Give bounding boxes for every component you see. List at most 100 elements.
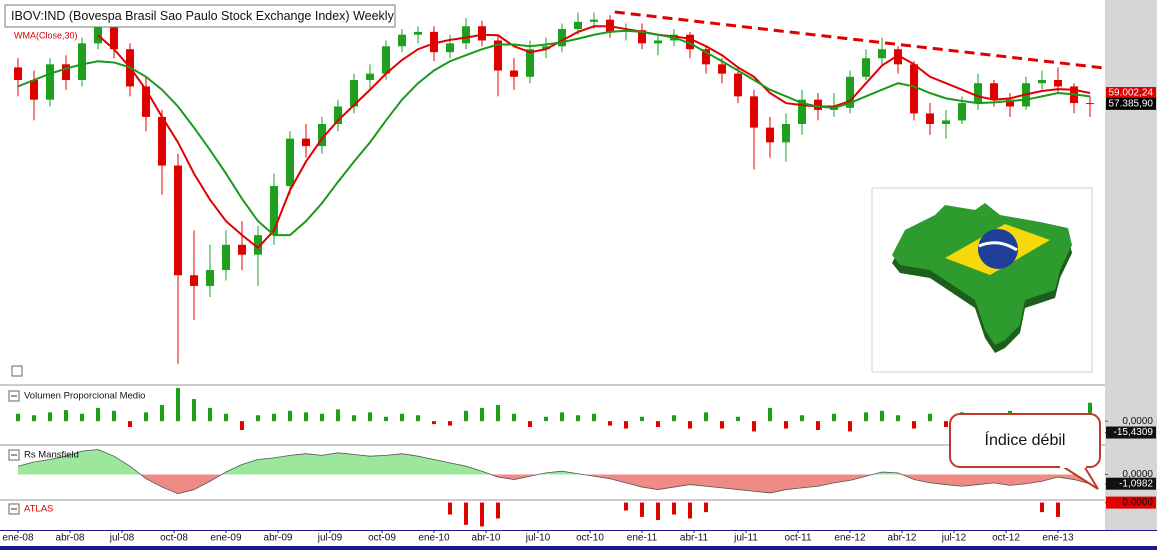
indicator-bar (160, 404, 164, 422)
indicator-bar (464, 502, 468, 525)
indicator-bar (608, 421, 612, 426)
x-tick-label: abr-11 (680, 533, 709, 544)
flag-globe (978, 229, 1018, 269)
indicator-bar (416, 415, 420, 422)
candle-body (318, 124, 326, 147)
candle-body (78, 43, 86, 80)
indicator-bar (752, 421, 756, 432)
candle-body (334, 106, 342, 125)
x-tick-label: oct-08 (160, 533, 188, 544)
candle-body (446, 43, 454, 53)
indicator-bar (656, 421, 660, 428)
indicator-bar (512, 413, 516, 422)
indicator-bar (784, 421, 788, 429)
x-tick-label: abr-08 (56, 533, 85, 544)
candle-body (350, 79, 358, 107)
candle-body (238, 244, 246, 255)
candle-body (366, 73, 374, 80)
indicator-bar (656, 502, 660, 521)
indicator-bar (80, 413, 84, 422)
x-tick-label: jul-08 (109, 533, 135, 544)
x-tick-label: jul-09 (317, 533, 343, 544)
indicator-bar (208, 407, 212, 422)
callout-box (949, 413, 1101, 468)
callout-text: Índice débil (985, 430, 1066, 449)
indicator-bar (128, 421, 132, 428)
candle-body (782, 124, 790, 143)
candle-body (1038, 79, 1046, 84)
candle-body (686, 34, 694, 50)
indicator-bar (240, 421, 244, 430)
indicator-bar (880, 410, 884, 422)
candle-body (478, 26, 486, 41)
indicator-bar (912, 421, 916, 429)
indicator-bar (816, 421, 820, 430)
indicator-bar (624, 421, 628, 429)
x-tick-label: ene-10 (418, 533, 450, 544)
candle-body (526, 49, 534, 77)
candle-body (286, 138, 294, 186)
area-positive (18, 449, 1090, 475)
legend-entry: WMA(Close,30) (14, 30, 78, 40)
x-tick-label: oct-12 (992, 533, 1020, 544)
indicator-bar (432, 421, 436, 425)
indicator-bar (688, 421, 692, 429)
indicator-bar (1056, 502, 1060, 517)
indicator-bar (480, 502, 484, 527)
y-tick-label: -1,0982 (1119, 478, 1153, 489)
candle-body (1006, 99, 1014, 107)
indicator-bar (624, 502, 628, 511)
candle-body (398, 34, 406, 47)
indicator-bar (1088, 402, 1092, 422)
candle-body (142, 86, 150, 117)
indicator-bar (704, 412, 708, 422)
indicator-bar (848, 421, 852, 432)
x-tick-label: ene-12 (834, 533, 866, 544)
indicator-bar (832, 413, 836, 422)
indicator-bar (288, 410, 292, 422)
candle-body (174, 165, 182, 276)
indicator-bar (176, 388, 180, 422)
y-tick-label-box (1106, 496, 1156, 509)
indicator-bar (544, 416, 548, 422)
price-label-box (1106, 97, 1156, 110)
indicator-bar (144, 412, 148, 422)
area-outline (17, 449, 1091, 495)
x-tick-label: jul-11 (733, 533, 758, 544)
indicator-bar (768, 407, 772, 422)
candle-body (382, 46, 390, 74)
indicator-bar (1040, 502, 1044, 513)
candle-body (702, 49, 710, 65)
indicator-bar (576, 415, 580, 422)
candle-body (1086, 103, 1094, 105)
indicator-bar (192, 399, 196, 422)
y-tick-label: 0,0000 (1122, 416, 1153, 427)
indicator-bar (304, 412, 308, 422)
x-tick-label: abr-10 (472, 533, 501, 544)
x-tick-label: ene-11 (627, 533, 658, 544)
indicator-bar (368, 412, 372, 422)
candle-body (718, 64, 726, 74)
candle-body (30, 79, 38, 100)
candle-body (110, 12, 118, 50)
price-label: 57.385,90 (1109, 98, 1154, 109)
candle-body (414, 31, 422, 35)
brazil-image (871, 187, 1093, 373)
indicator-bar (688, 502, 692, 519)
panel-button[interactable] (11, 365, 23, 377)
indicator-bar (736, 416, 740, 422)
candle-body (734, 73, 742, 97)
callout: Índice débil (949, 413, 1101, 490)
candle-body (766, 127, 774, 143)
x-tick-label: oct-10 (576, 533, 604, 544)
indicator-bar (800, 415, 804, 422)
indicator-bar (896, 415, 900, 422)
indicator-bar (224, 413, 228, 422)
y-tick-label-box (1106, 426, 1156, 439)
indicator-bar (448, 421, 452, 426)
y-tick-label: 0,0000 (1122, 469, 1153, 480)
candle-body (510, 70, 518, 77)
indicator-bar (928, 413, 932, 422)
indicator-bar (336, 409, 340, 422)
indicator-bar (400, 413, 404, 422)
